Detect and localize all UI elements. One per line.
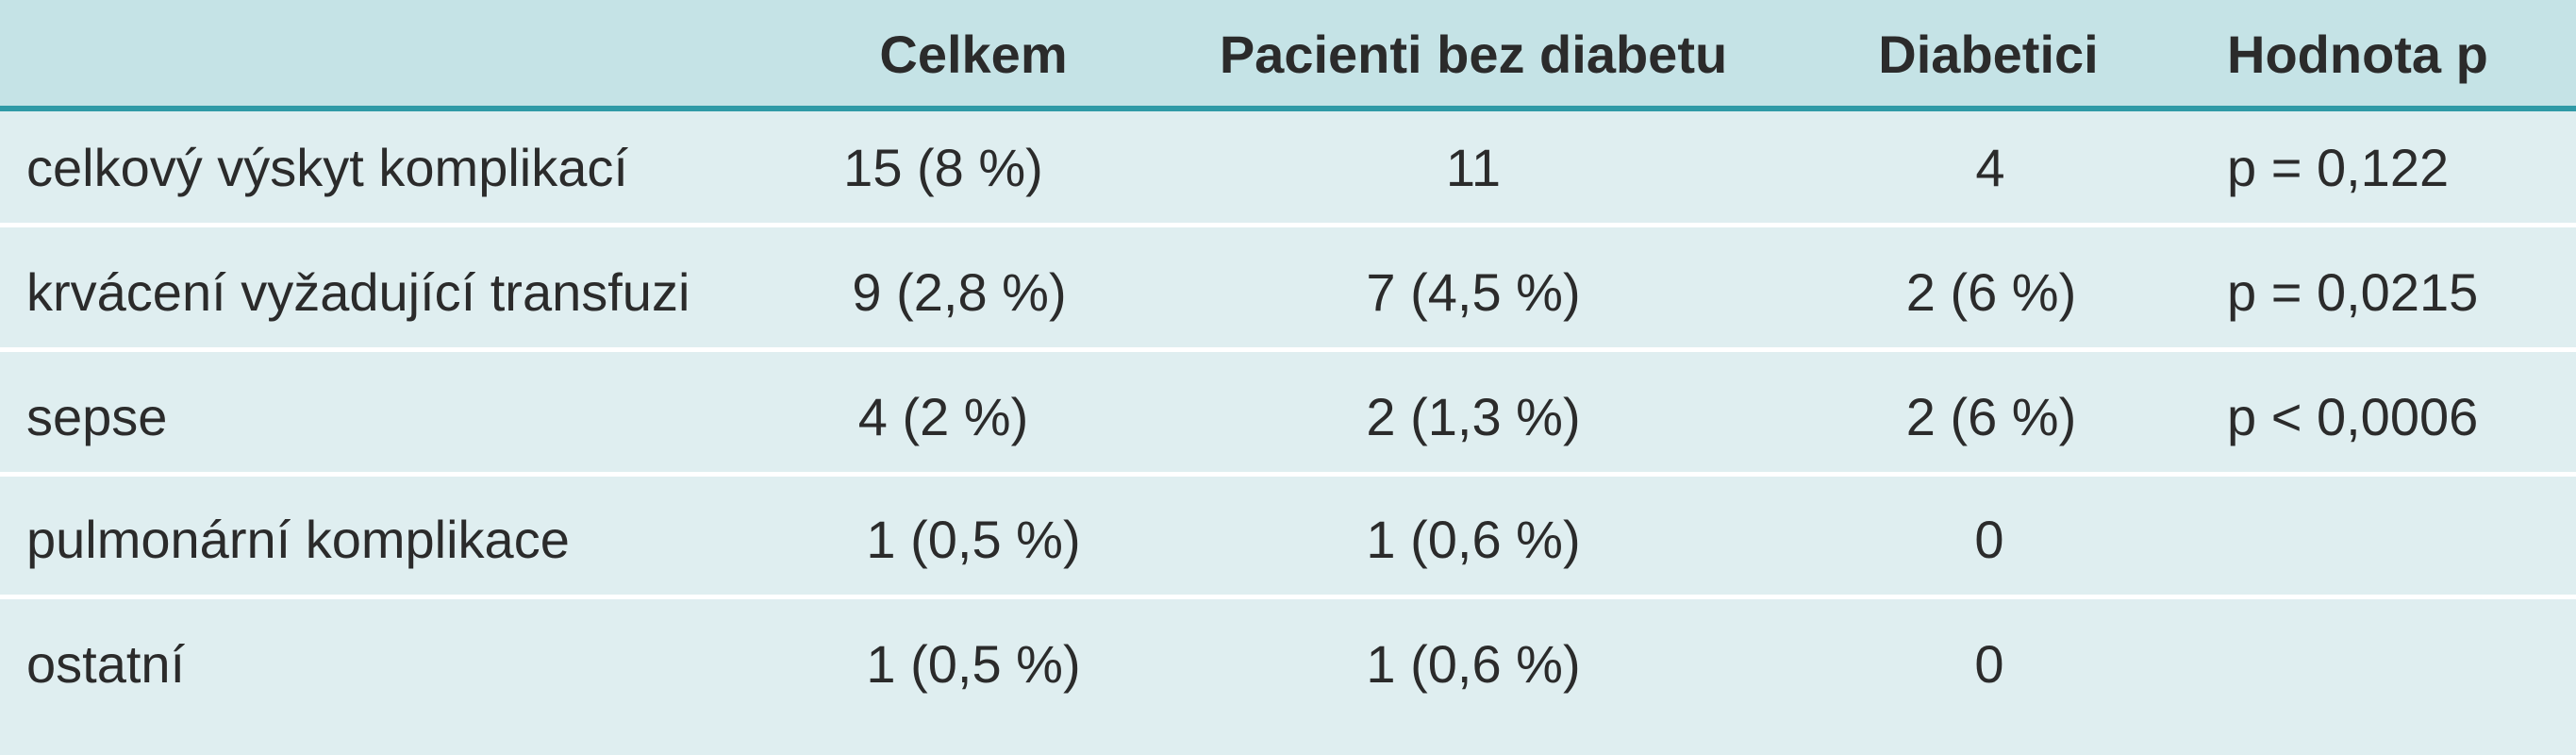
- cell-pacienti-bez-diabetu: 7 (4,5 %): [1366, 262, 1581, 322]
- cell-diabetici: 0: [1974, 634, 2004, 694]
- cell-celkem: 1 (0,5 %): [866, 510, 1081, 569]
- table-header: [0, 0, 2576, 106]
- header-hodnota-p: Hodnota p: [2227, 25, 2488, 84]
- cell-pacienti-bez-diabetu: 2 (1,3 %): [1366, 387, 1581, 446]
- row-divider: [0, 347, 2576, 352]
- cell-diabetici: 0: [1974, 510, 2004, 569]
- row-label: pulmonární komplikace: [26, 510, 570, 569]
- row-label: sepse: [26, 387, 168, 446]
- cell-diabetici: 2 (6 %): [1905, 387, 2077, 446]
- cell-diabetici: 4: [1975, 138, 2005, 197]
- cell-hodnota-p: p = 0,0215: [2227, 262, 2479, 322]
- cell-celkem: 9 (2,8 %): [852, 262, 1067, 322]
- header-pacienti-bez-diabetu: Pacienti bez diabetu: [1219, 25, 1728, 84]
- row-divider: [0, 595, 2576, 599]
- header-diabetici: Diabetici: [1878, 25, 2099, 84]
- row-label: krvácení vyžadující transfuzi: [26, 262, 690, 322]
- row-label: celkový výskyt komplikací: [26, 138, 628, 197]
- header-celkem: Celkem: [879, 25, 1068, 84]
- cell-hodnota-p: p = 0,122: [2227, 138, 2450, 197]
- cell-celkem: 15 (8 %): [843, 138, 1043, 197]
- row-label: ostatní: [26, 634, 186, 694]
- header-divider: [0, 106, 2576, 111]
- cell-celkem: 1 (0,5 %): [866, 634, 1081, 694]
- row-divider: [0, 223, 2576, 227]
- cell-pacienti-bez-diabetu: 11: [1445, 138, 1502, 197]
- row-divider: [0, 472, 2576, 477]
- cell-pacienti-bez-diabetu: 1 (0,6 %): [1366, 510, 1581, 569]
- cell-diabetici: 2 (6 %): [1905, 262, 2077, 322]
- cell-pacienti-bez-diabetu: 1 (0,6 %): [1366, 634, 1581, 694]
- cell-celkem: 4 (2 %): [857, 387, 1029, 446]
- cell-hodnota-p: p < 0,0006: [2227, 387, 2479, 446]
